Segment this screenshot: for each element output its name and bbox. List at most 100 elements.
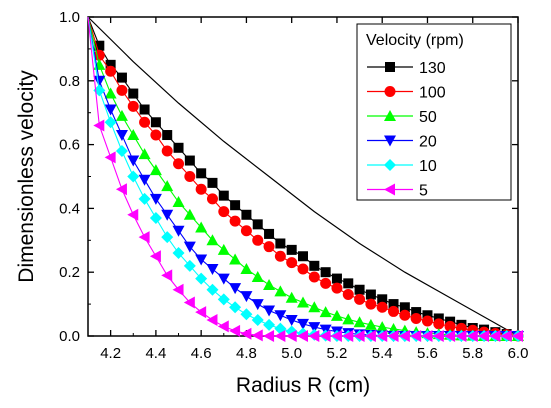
data-point-10 bbox=[240, 308, 253, 321]
data-point-20 bbox=[251, 299, 264, 311]
data-point-5 bbox=[512, 330, 523, 342]
legend-title: Velocity (rpm) bbox=[366, 32, 464, 49]
legend-entry-5: 5 bbox=[367, 183, 428, 200]
legend-marker bbox=[384, 159, 396, 171]
data-point-5 bbox=[455, 330, 467, 342]
data-point-100 bbox=[410, 312, 422, 324]
data-point-100 bbox=[354, 293, 366, 305]
data-point-130 bbox=[196, 168, 207, 179]
data-point-5 bbox=[161, 269, 173, 282]
data-point-20 bbox=[263, 305, 276, 317]
data-point-130 bbox=[331, 273, 342, 284]
data-point-100 bbox=[331, 282, 343, 294]
data-point-20 bbox=[138, 174, 151, 186]
data-point-50 bbox=[115, 109, 128, 121]
data-point-50 bbox=[104, 87, 117, 99]
data-point-50 bbox=[217, 243, 230, 255]
data-point-5 bbox=[240, 327, 252, 340]
legend-label: 130 bbox=[419, 60, 446, 77]
data-point-5 bbox=[500, 330, 512, 342]
data-point-20 bbox=[93, 75, 106, 87]
data-point-5 bbox=[410, 330, 422, 342]
y-tick-label: 0.2 bbox=[59, 264, 80, 281]
data-point-5 bbox=[206, 314, 218, 327]
data-point-20 bbox=[115, 130, 128, 142]
legend-entry-100: 100 bbox=[367, 85, 446, 102]
data-point-50 bbox=[149, 164, 162, 176]
data-point-50 bbox=[285, 291, 298, 303]
data-point-130 bbox=[377, 294, 388, 305]
data-point-5 bbox=[115, 183, 127, 196]
data-point-50 bbox=[297, 296, 309, 308]
data-point-50 bbox=[240, 263, 253, 275]
legend-entry-20: 20 bbox=[367, 134, 437, 151]
data-point-130 bbox=[139, 104, 150, 115]
reference-curve bbox=[87, 16, 519, 337]
y-tick-label: 0.4 bbox=[59, 200, 80, 217]
legend-marker bbox=[384, 183, 395, 196]
data-point-100 bbox=[161, 145, 173, 157]
legend-marker bbox=[384, 86, 396, 97]
data-point-130 bbox=[116, 72, 127, 83]
data-point-5 bbox=[217, 320, 229, 333]
data-point-100 bbox=[105, 65, 117, 77]
legend-entry-130: 130 bbox=[367, 60, 446, 77]
data-point-130 bbox=[422, 310, 433, 321]
data-point-130 bbox=[162, 130, 173, 141]
data-point-130 bbox=[320, 267, 331, 278]
legend-label: 100 bbox=[419, 85, 446, 102]
data-point-100 bbox=[218, 206, 230, 218]
data-point-5 bbox=[127, 208, 139, 221]
data-point-5 bbox=[274, 330, 286, 342]
data-point-100 bbox=[173, 158, 185, 170]
data-point-100 bbox=[297, 263, 309, 275]
data-point-20 bbox=[206, 264, 219, 276]
x-tick-label: 5.6 bbox=[417, 345, 438, 362]
x-tick-label: 5.0 bbox=[281, 345, 302, 362]
data-point-100 bbox=[252, 234, 264, 246]
data-point-100 bbox=[263, 241, 275, 253]
data-point-50 bbox=[330, 309, 343, 321]
data-point-100 bbox=[365, 298, 377, 310]
data-point-100 bbox=[376, 301, 388, 313]
data-point-130 bbox=[388, 299, 399, 310]
data-point-20 bbox=[127, 155, 140, 167]
data-point-5 bbox=[387, 330, 399, 342]
data-point-5 bbox=[330, 330, 342, 342]
data-point-10 bbox=[251, 314, 264, 327]
data-point-10 bbox=[172, 247, 185, 260]
data-point-130 bbox=[241, 209, 252, 220]
legend-label: 10 bbox=[419, 158, 437, 175]
data-point-50 bbox=[93, 58, 106, 70]
legend-entry-50: 50 bbox=[367, 109, 437, 126]
y-axis-title: Dimensionless velocity bbox=[15, 70, 38, 283]
data-point-130 bbox=[365, 289, 376, 300]
data-point-100 bbox=[421, 315, 433, 327]
legend-entry-10: 10 bbox=[367, 158, 437, 175]
data-point-100 bbox=[399, 309, 411, 321]
data-point-50 bbox=[206, 234, 219, 246]
legend-box bbox=[356, 23, 512, 201]
data-point-20 bbox=[274, 310, 287, 322]
data-point-130 bbox=[230, 200, 241, 211]
data-point-100 bbox=[320, 277, 332, 289]
legend-marker bbox=[385, 62, 395, 72]
data-point-100 bbox=[184, 171, 196, 182]
data-point-5 bbox=[104, 151, 116, 164]
data-point-130 bbox=[105, 59, 116, 70]
data-point-20 bbox=[183, 241, 196, 253]
data-point-100 bbox=[229, 215, 241, 227]
series-layer bbox=[87, 16, 524, 342]
data-point-130 bbox=[275, 238, 286, 249]
data-point-130 bbox=[399, 302, 410, 313]
data-point-50 bbox=[127, 129, 140, 141]
data-point-5 bbox=[364, 330, 376, 342]
legend-label: 5 bbox=[419, 183, 428, 200]
data-point-20 bbox=[240, 291, 253, 303]
data-point-50 bbox=[138, 148, 151, 160]
data-point-50 bbox=[251, 270, 264, 282]
data-point-130 bbox=[411, 307, 422, 318]
data-point-50 bbox=[263, 278, 276, 290]
legend: Velocity (rpm) 130 100 50 20 10 5 bbox=[356, 23, 512, 201]
data-point-5 bbox=[466, 330, 478, 342]
